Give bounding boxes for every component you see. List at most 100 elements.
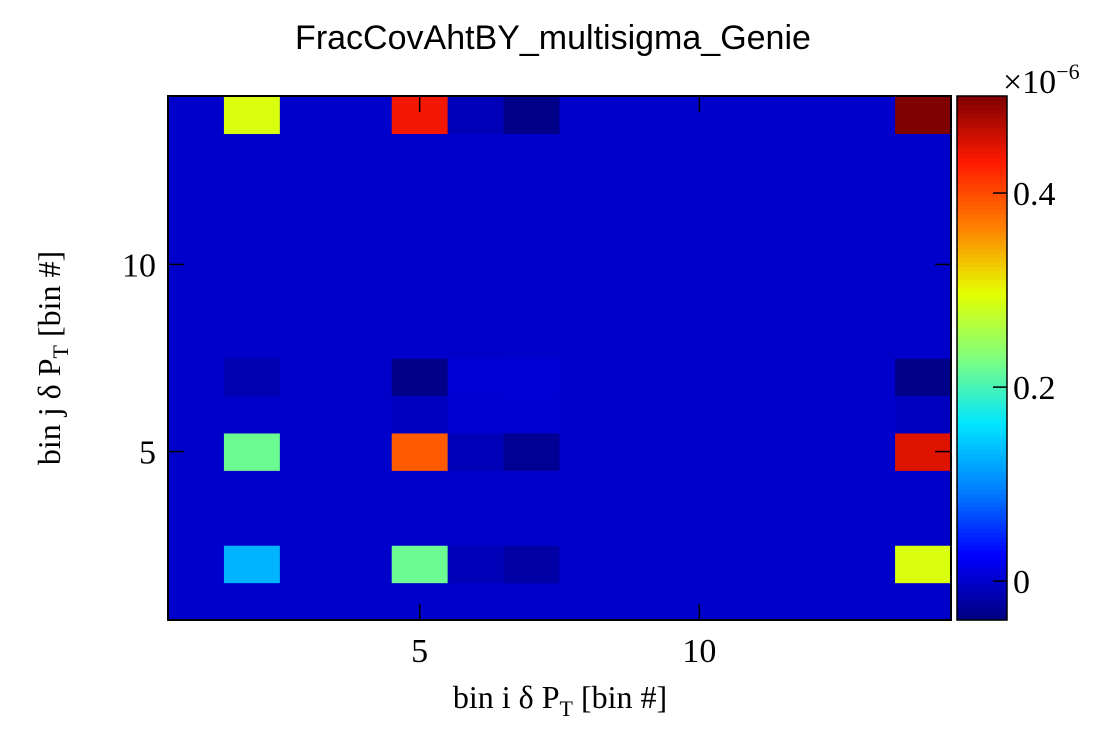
- heatmap-cell: [447, 358, 505, 397]
- heatmap-cell: [671, 133, 728, 172]
- colorbar-strip: [957, 148, 1007, 154]
- colorbar-strip: [957, 174, 1007, 180]
- heatmap-cell: [503, 133, 561, 172]
- colorbar-strip: [957, 462, 1007, 468]
- heatmap-cell: [223, 470, 281, 509]
- heatmap-cell: [279, 320, 337, 359]
- heatmap-cell: [615, 283, 672, 322]
- heatmap-cell: [335, 545, 393, 584]
- heatmap-cell: [559, 283, 617, 322]
- heatmap-cell: [447, 170, 505, 209]
- colorbar-strip: [957, 261, 1007, 267]
- heatmap-cell: [615, 170, 672, 209]
- heatmap-cell: [168, 545, 225, 584]
- colorbar-strip: [957, 139, 1007, 145]
- heatmap-cell: [447, 320, 505, 359]
- heatmap-cell: [168, 133, 225, 172]
- heatmap-cell: [671, 395, 728, 434]
- colorbar-tick-label: 0.4: [1013, 176, 1056, 213]
- colorbar-strip: [957, 440, 1007, 446]
- colorbar-frame: [956, 95, 1008, 621]
- heatmap-cell: [335, 96, 393, 135]
- colorbar-strip: [957, 545, 1007, 551]
- colorbar-strip: [957, 104, 1007, 110]
- colorbar-strip: [957, 235, 1007, 241]
- colorbar-strip: [957, 515, 1007, 521]
- colorbar-strip: [957, 401, 1007, 407]
- colorbar-strip: [957, 502, 1007, 508]
- heatmap-cell: [447, 432, 505, 471]
- colorbar-strip: [957, 253, 1007, 259]
- colorbar-strip: [957, 353, 1007, 359]
- y-tick-label: 10: [122, 247, 156, 284]
- colorbar-strip: [957, 240, 1007, 246]
- chart-title: FracCovAhtBY_multisigma_Genie: [295, 19, 811, 57]
- colorbar-strip: [957, 388, 1007, 394]
- heatmap-cell: [783, 133, 840, 172]
- heatmap-cell: [615, 245, 672, 284]
- heatmap-cell: [279, 245, 337, 284]
- colorbar-strip: [957, 152, 1007, 158]
- heatmap-cell: [279, 507, 337, 546]
- heatmap-cell: [335, 395, 393, 434]
- heatmap-cell: [783, 470, 840, 509]
- heatmap-cell: [783, 208, 840, 247]
- heatmap-cell: [223, 507, 281, 546]
- y-axis-label-prefix: bin j: [31, 399, 67, 465]
- heatmap-cell: [447, 470, 505, 509]
- heatmap-cell: [223, 432, 281, 471]
- colorbar-exponent: ×10−6: [1003, 59, 1080, 101]
- colorbar-strip: [957, 165, 1007, 171]
- heatmap-cell: [727, 245, 784, 284]
- colorbar-strip: [957, 384, 1007, 390]
- heatmap-cell: [671, 470, 728, 509]
- heatmap-cell: [391, 133, 449, 172]
- heatmap-cell: [503, 245, 561, 284]
- colorbar-strip: [957, 349, 1007, 355]
- heatmap-cell: [727, 470, 784, 509]
- heatmap-cell: [783, 96, 840, 135]
- heatmap-cell: [391, 432, 449, 471]
- colorbar-strip: [957, 375, 1007, 381]
- heatmap-cell: [615, 320, 672, 359]
- colorbar-strip: [957, 458, 1007, 464]
- heatmap-cell: [671, 208, 728, 247]
- colorbar-strip: [957, 436, 1007, 442]
- heatmap-cell: [223, 96, 281, 135]
- heatmap-cell: [671, 170, 728, 209]
- colorbar-strip: [957, 205, 1007, 211]
- colorbar-strip: [957, 200, 1007, 206]
- colorbar-strip: [957, 427, 1007, 433]
- colorbar-strip: [957, 257, 1007, 263]
- heatmap-cell: [839, 582, 896, 621]
- heatmap-cell: [503, 582, 561, 621]
- colorbar-strip: [957, 183, 1007, 189]
- heatmap-cell: [783, 283, 840, 322]
- heatmap-cell: [168, 170, 225, 209]
- colorbar-strip: [957, 467, 1007, 473]
- heatmap-cell: [559, 170, 617, 209]
- heatmap-cell: [559, 545, 617, 584]
- colorbar-strip: [957, 157, 1007, 163]
- colorbar-strip: [957, 489, 1007, 494]
- colorbar-strip: [957, 130, 1007, 136]
- colorbar-strip: [957, 187, 1007, 193]
- heatmap-cell: [223, 245, 281, 284]
- heatmap-cell: [727, 395, 784, 434]
- heatmap-cell: [895, 133, 952, 172]
- colorbar-strip: [957, 519, 1007, 525]
- heatmap-cell: [279, 470, 337, 509]
- heatmap-cell: [223, 545, 281, 584]
- colorbar-strip: [957, 218, 1007, 224]
- colorbar-strip: [957, 563, 1007, 569]
- heatmap-cell: [447, 208, 505, 247]
- colorbar: 0 0.2 0.4 ×10−6: [956, 59, 1080, 621]
- colorbar-strip: [957, 379, 1007, 385]
- colorbar-strip: [957, 340, 1007, 346]
- heatmap-cell: [279, 545, 337, 584]
- heatmap-cell: [727, 283, 784, 322]
- y-tick-label: 5: [139, 435, 156, 472]
- heatmap-cell: [783, 395, 840, 434]
- x-tick-label: 10: [682, 633, 716, 670]
